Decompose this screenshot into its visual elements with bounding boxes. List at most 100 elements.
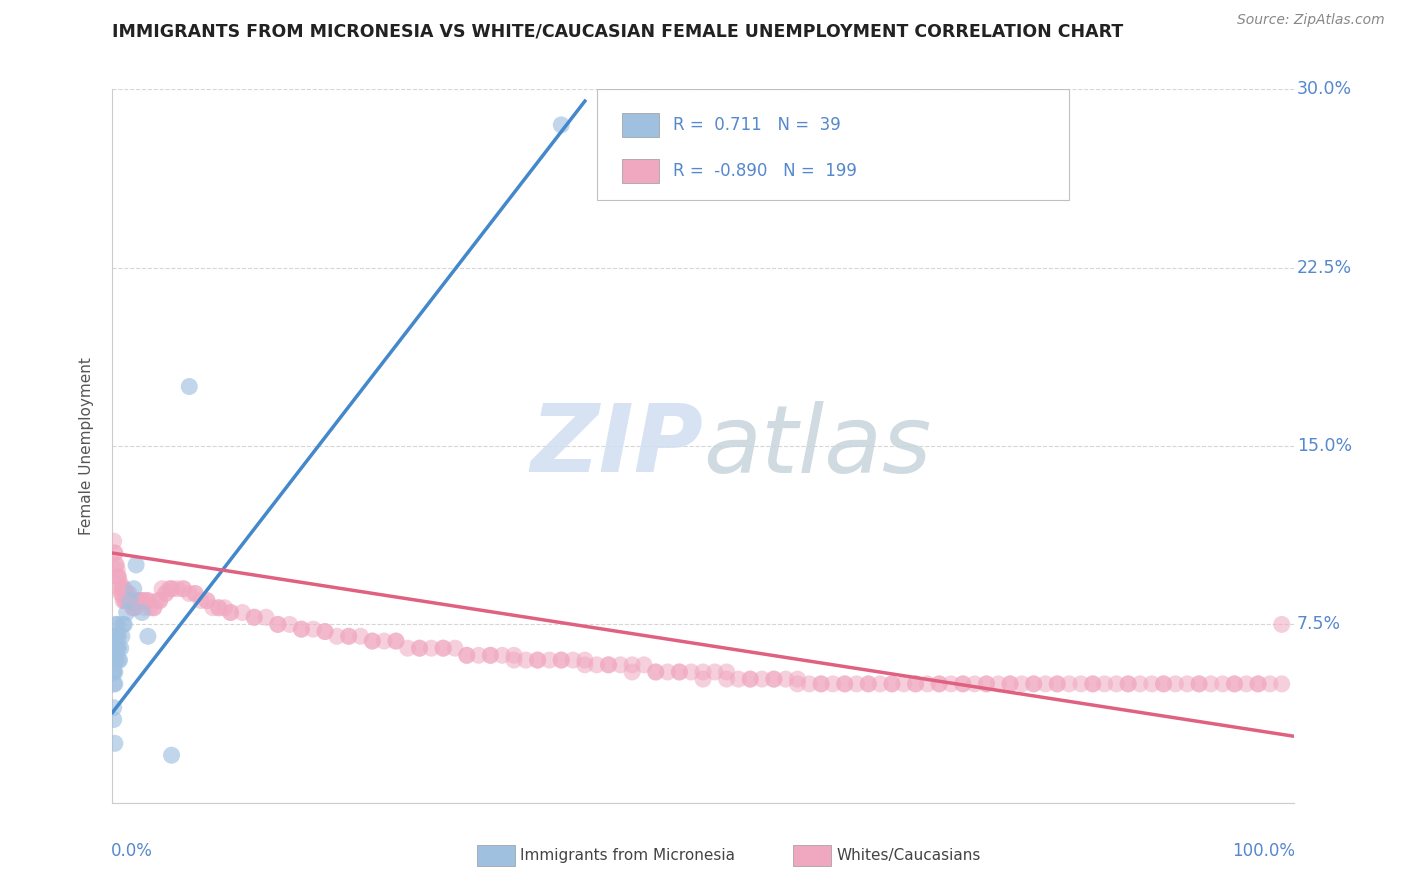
Point [834,677,856,691]
Point [103,700,125,714]
Point [479,648,502,663]
Point [598,657,620,672]
Text: Whites/Caucasians: Whites/Caucasians [837,848,981,863]
Point [810,677,832,691]
Point [432,641,454,656]
Point [112,582,135,596]
Point [136,629,159,643]
Point [112,582,135,596]
Text: R =  -0.890   N =  199: R = -0.890 N = 199 [673,162,858,180]
Point [1057,677,1080,691]
Point [135,593,157,607]
Point [139,600,162,615]
Point [1046,677,1069,691]
Point [120,593,142,607]
Point [420,641,443,656]
Text: atlas: atlas [703,401,931,491]
Point [112,617,135,632]
Point [385,634,408,648]
Point [1223,677,1246,691]
Point [208,600,231,615]
Point [107,653,129,667]
Point [1116,677,1139,691]
Point [727,672,749,686]
Point [361,634,384,648]
Point [621,657,644,672]
Point [574,653,596,667]
Point [112,617,135,632]
Point [987,677,1010,691]
Point [1153,677,1175,691]
Point [314,624,336,639]
Point [124,600,146,615]
Point [104,546,127,560]
Point [110,641,132,656]
Point [103,677,125,691]
Point [290,622,312,636]
Point [963,677,986,691]
Point [142,600,165,615]
Point [550,653,572,667]
Point [110,577,132,591]
Point [432,641,454,656]
Point [1234,677,1257,691]
Point [1188,677,1211,691]
Point [103,653,125,667]
Point [157,582,180,596]
Point [115,586,138,600]
Point [219,606,242,620]
Point [373,634,395,648]
Point [160,582,183,596]
Point [1199,677,1222,691]
Point [716,665,738,679]
Point [208,600,231,615]
Point [821,677,844,691]
Point [976,677,998,691]
Point [107,570,129,584]
Point [105,563,128,577]
Point [337,629,360,643]
Point [105,653,128,667]
Point [337,629,360,643]
Point [201,600,224,615]
Point [869,677,891,691]
Point [231,606,253,620]
Point [111,582,134,596]
FancyBboxPatch shape [621,112,659,137]
Point [129,593,152,607]
Text: IMMIGRANTS FROM MICRONESIA VS WHITE/CAUCASIAN FEMALE UNEMPLOYMENT CORRELATION CH: IMMIGRANTS FROM MICRONESIA VS WHITE/CAUC… [112,22,1123,40]
Point [1105,677,1128,691]
Point [267,617,290,632]
Point [184,586,207,600]
Point [214,600,236,615]
Point [621,665,644,679]
Point [408,641,430,656]
Point [125,558,148,572]
Point [904,677,927,691]
Point [105,629,128,643]
Point [917,677,939,691]
Point [103,665,125,679]
Point [104,736,127,750]
Point [184,586,207,600]
Point [243,610,266,624]
Point [1035,677,1057,691]
Point [111,629,134,643]
Point [1247,677,1270,691]
Point [939,677,962,691]
Point [657,665,679,679]
Point [267,617,290,632]
Point [479,648,502,663]
Point [858,677,880,691]
Point [858,677,880,691]
Point [122,600,145,615]
Point [104,665,127,679]
Point [195,593,218,607]
Point [550,118,572,132]
Point [681,665,703,679]
FancyBboxPatch shape [477,845,515,866]
Point [290,622,312,636]
Point [467,648,489,663]
Point [880,677,903,691]
Point [1129,677,1152,691]
